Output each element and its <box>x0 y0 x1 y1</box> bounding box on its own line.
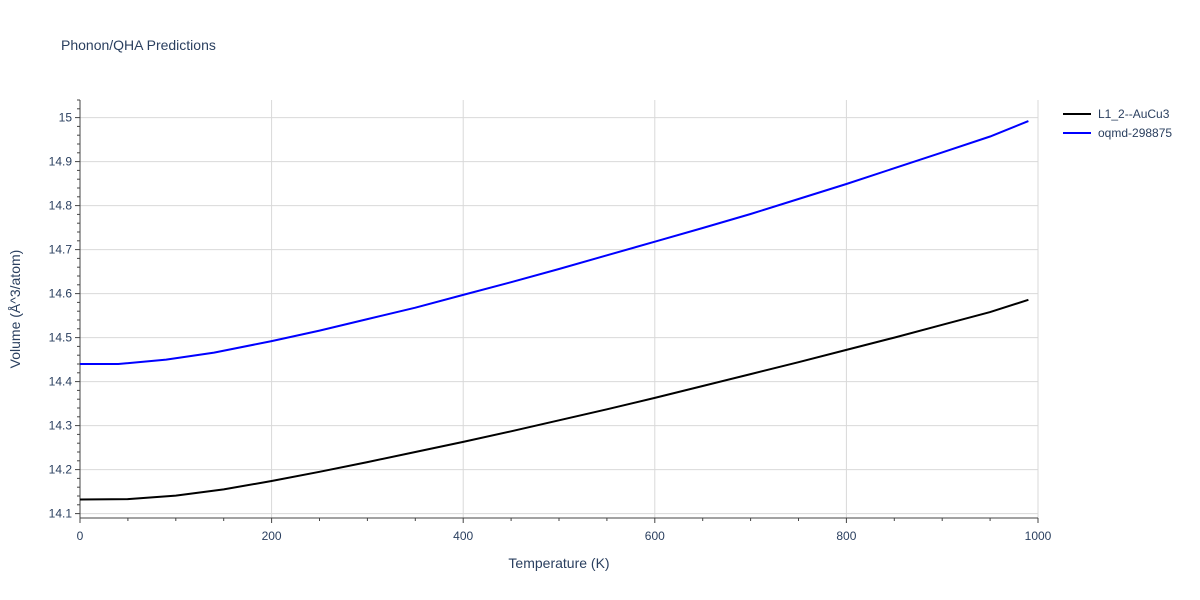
legend-item-1[interactable]: L1_2--AuCu3 <box>1063 107 1170 121</box>
y-tick-label: 14.7 <box>49 243 73 257</box>
y-tick-label: 14.9 <box>49 155 73 169</box>
y-tick-label: 14.4 <box>49 375 73 389</box>
y-tick-label: 14.5 <box>49 331 73 345</box>
legend-label: oqmd-298875 <box>1098 126 1172 140</box>
chart-title: Phonon/QHA Predictions <box>61 37 216 53</box>
series-line-1 <box>79 298 1029 501</box>
y-tick-label: 14.8 <box>49 199 73 213</box>
y-axis-title: Volume (Å^3/atom) <box>7 250 23 369</box>
series-layer <box>79 120 1029 501</box>
axes: 14.1 14.2 14.3 14.4 14.5 14.6 14.7 14.8 14.9 15 0 2… <box>49 99 1052 543</box>
x-tick-label: 800 <box>836 529 856 543</box>
legend-label: L1_2--AuCu3 <box>1098 107 1170 121</box>
y-tick-label: 14.2 <box>49 463 73 477</box>
series-line-2 <box>80 120 1029 365</box>
x-tick-label: 1000 <box>1025 529 1052 543</box>
legend-item-2[interactable]: oqmd-298875 <box>1063 126 1172 140</box>
x-tick-label: 200 <box>262 529 282 543</box>
y-tick-label: 14.3 <box>49 419 73 433</box>
x-tick-label: 0 <box>77 529 84 543</box>
y-tick-label: 15 <box>59 111 73 125</box>
grid <box>80 100 1039 518</box>
x-tick-label: 400 <box>453 529 473 543</box>
x-tick-label: 600 <box>645 529 665 543</box>
y-tick-label: 14.6 <box>49 287 73 301</box>
x-axis-title: Temperature (K) <box>508 555 609 571</box>
y-tick-label: 14.1 <box>49 507 73 521</box>
legend[interactable]: L1_2--AuCu3 oqmd-298875 <box>1063 107 1172 140</box>
